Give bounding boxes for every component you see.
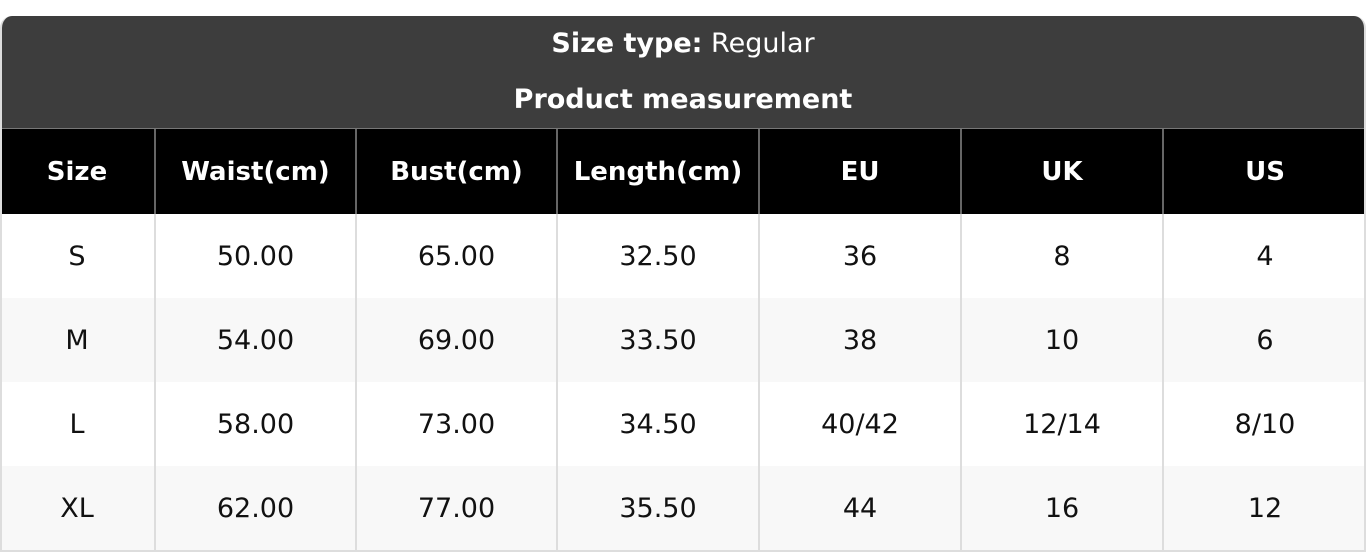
column-header: EU (758, 129, 961, 214)
table-cell: 54.00 (154, 298, 356, 382)
size-type-value: Regular (711, 28, 815, 59)
table-cell: 16 (960, 466, 1163, 550)
size-type-label: Size type: (551, 28, 703, 59)
table-row: S 50.00 65.00 32.50 36 8 4 (2, 214, 1364, 298)
table-cell: XL (2, 466, 155, 550)
table-cell: 10 (960, 298, 1163, 382)
column-header: Length(cm) (556, 129, 759, 214)
table-cell: S (68, 240, 86, 272)
table-row: L 58.00 73.00 34.50 40/42 12/14 8/10 (2, 382, 1364, 466)
table-cell: 36 (758, 214, 961, 298)
column-header: US (1162, 129, 1364, 214)
table-cell: 50.00 (154, 214, 356, 298)
table-cell: 8/10 (1162, 382, 1364, 466)
table-cell: 32.50 (556, 214, 759, 298)
table-cell: 73.00 (355, 382, 557, 466)
table-cell: 12 (1162, 466, 1364, 550)
table-cell: 12/14 (960, 382, 1163, 466)
table-cell: 38 (758, 298, 961, 382)
table-row: XL 62.00 77.00 35.50 44 16 12 (2, 466, 1364, 550)
measurement-table: Size Waist(cm) Bust(cm) Length(cm) EU UK US S 5… (2, 129, 1364, 550)
table-cell: 77.00 (355, 466, 557, 550)
table-cell: 8 (960, 214, 1163, 298)
table-row: M 54.00 69.00 33.50 38 10 6 (2, 298, 1364, 382)
table-cell: 65.00 (355, 214, 557, 298)
table-cell: 44 (758, 466, 961, 550)
column-header: Bust(cm) (355, 129, 557, 214)
size-type: Size type: Regular (2, 16, 1364, 62)
column-header: UK (960, 129, 1163, 214)
table-cell: 58.00 (154, 382, 356, 466)
table-cell: 62.00 (154, 466, 356, 550)
table-cell: 4 (1162, 214, 1364, 298)
table-cell: M (2, 298, 155, 382)
column-header: Size (2, 129, 155, 214)
column-header: Waist(cm) (154, 129, 356, 214)
table-header-row: Size Waist(cm) Bust(cm) Length(cm) EU UK US (2, 129, 1364, 214)
table-cell: 6 (1162, 298, 1364, 382)
table-cell: 35.50 (556, 466, 759, 550)
table-cell: 34.50 (556, 382, 759, 466)
size-chart-header: Size type: Regular Product measurement (2, 16, 1364, 129)
table-cell: L (69, 408, 85, 440)
table-cell: 33.50 (556, 298, 759, 382)
table-cell: 40/42 (758, 382, 961, 466)
table-cell: 69.00 (355, 298, 557, 382)
size-chart-card: Size type: Regular Product measurement S… (0, 16, 1366, 552)
section-title: Product measurement (513, 84, 853, 115)
